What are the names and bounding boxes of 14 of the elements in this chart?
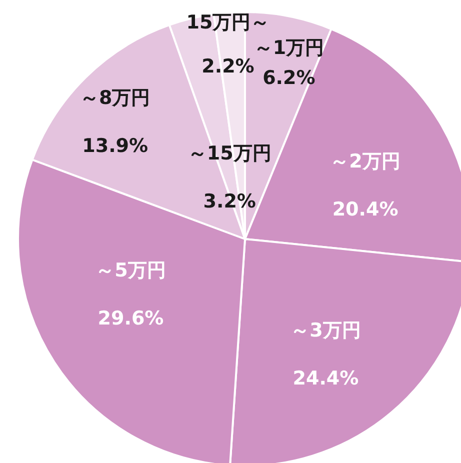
data-label: 24.4% [292, 367, 359, 390]
slice-label: ～2万円 [330, 150, 400, 172]
data-label: 3.2% [203, 190, 256, 212]
slice-label: ～8万円 [80, 87, 150, 110]
slice-label: ～15万円 [188, 142, 272, 164]
data-label: 29.6% [98, 308, 164, 330]
slice-label: ～5万円 [96, 260, 166, 282]
slice-label: 15万円～ [186, 12, 270, 34]
data-label: 6.2% [262, 66, 316, 89]
slice-label: ～1万円 [254, 36, 324, 59]
data-label: 13.9% [82, 135, 148, 158]
data-label: 20.4% [332, 198, 398, 220]
data-label: 2.2% [202, 56, 254, 78]
slice-label: ～3万円 [290, 319, 361, 342]
